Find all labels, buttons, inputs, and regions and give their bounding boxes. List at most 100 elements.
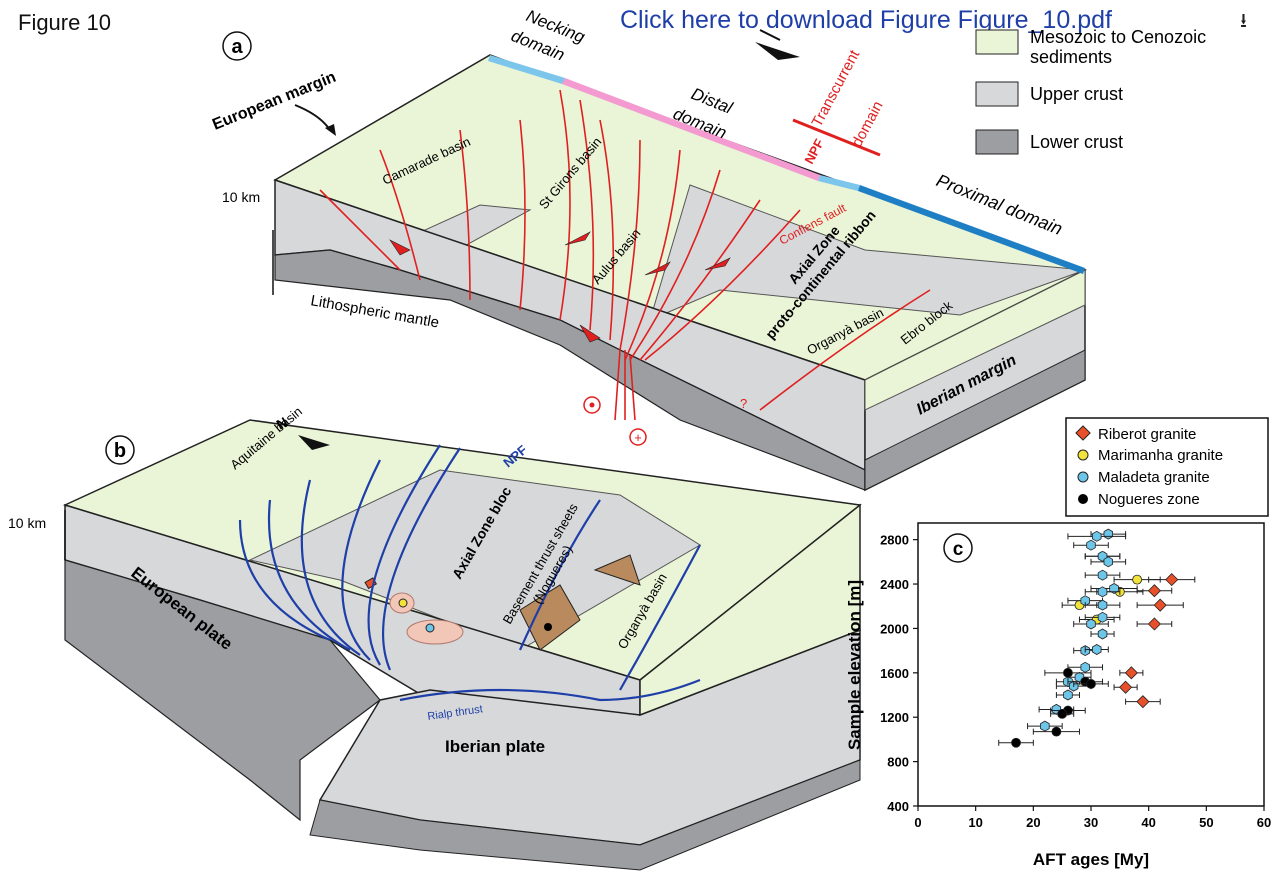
lithospheric-mantle-label: Lithospheric mantle: [309, 292, 440, 331]
legend-label-marimanha: Marimanha granite: [1098, 447, 1223, 464]
depth-label-b: 10 km: [8, 515, 46, 531]
data-point: [1165, 573, 1179, 587]
iberian-plate-label: Iberian plate: [445, 737, 545, 756]
depth-label-a: 10 km: [222, 189, 260, 205]
data-point: [1051, 726, 1062, 737]
y-tick-label: 2000: [880, 621, 909, 636]
distal-strip: [562, 78, 820, 181]
legend-swatch-lower-crust: [975, 129, 1019, 155]
panel-b-block: N b Aquitaine basin NPF Axial Zone bloc …: [8, 404, 862, 871]
data-point: [1097, 611, 1108, 623]
data-point: [1097, 586, 1108, 598]
legend-marker-marimanha: [1077, 449, 1089, 461]
marimanha-marker-b: [398, 598, 408, 608]
european-margin-arrowhead: [325, 124, 336, 136]
download-link[interactable]: Click here to download Figure Figure_10.…: [620, 6, 1112, 34]
panel-c-marker-circle: [943, 533, 973, 563]
legend-label-maladeta: Maladeta granite: [1098, 469, 1210, 486]
european-margin-label: European margin: [210, 69, 338, 134]
data-point: [1063, 667, 1073, 678]
data-point: [1011, 737, 1021, 748]
north-arrow-a-line: [759, 29, 781, 41]
chart-legend-box: [1065, 417, 1269, 517]
data-point: [1097, 628, 1108, 640]
panel-b-right-face: [639, 503, 861, 717]
transcurrent-label: Transcurrent: [809, 47, 864, 130]
panel-b-front-lower: [64, 559, 381, 822]
panel-a-arrows: [389, 231, 731, 343]
x-tick-label: 20: [1026, 815, 1040, 830]
x-tick-label: 40: [1141, 815, 1155, 830]
data-point: [1092, 644, 1102, 655]
panel-a-faults: [319, 89, 931, 421]
chart-y-axis-label: Sample elevation [m]: [845, 580, 864, 750]
data-point: [1063, 689, 1073, 701]
legend-marker-maladeta: [1077, 471, 1089, 483]
chart-points: [998, 528, 1196, 748]
chart-legend-items: Riberot granite Marimanha granite Malade…: [1075, 425, 1223, 508]
north-arrow-a: [755, 42, 800, 60]
nogueres-marker-b: [544, 623, 552, 631]
y-tick-label: 2400: [880, 577, 909, 592]
data-point: [1092, 530, 1102, 542]
npf-label-a: NPF: [801, 136, 826, 166]
legend-label-sediments-2: sediments: [1030, 47, 1112, 67]
data-point: [1147, 584, 1161, 598]
panel-b-thrusts: [238, 444, 701, 702]
into-plane-cross: +: [634, 430, 642, 445]
data-point: [1086, 539, 1096, 551]
legend-label-lower-crust: Lower crust: [1030, 132, 1123, 152]
legend-label-upper-crust: Upper crust: [1030, 84, 1123, 104]
data-point: [1103, 528, 1113, 540]
legend-swatch-upper-crust: [975, 81, 1019, 107]
chart-x-axis-label: AFT ages [My]: [1033, 850, 1149, 869]
panel-a-marker-circle: [222, 31, 252, 61]
data-point: [1119, 680, 1133, 694]
y-tick-label: 800: [887, 755, 909, 770]
into-plane-symbol: [629, 428, 647, 446]
data-point: [1040, 720, 1050, 732]
question-mark: ?: [740, 396, 747, 411]
top-legend: Mesozoic to Cenozoic sediments Upper cru…: [975, 27, 1206, 155]
proximal-strip: [858, 185, 1085, 274]
legend-label-nogueres: Nogueres zone: [1098, 491, 1200, 508]
y-tick-label: 400: [887, 799, 909, 814]
maladeta-marker-b: [425, 623, 435, 633]
necking-strip: [488, 55, 565, 84]
panel-b-marker-circle: [105, 435, 135, 465]
legend-label-sediments: Mesozoic to Cenozoic: [1030, 27, 1206, 47]
out-of-plane-dot: [589, 402, 595, 408]
legend-marker-riberot: [1075, 425, 1091, 441]
data-point: [1103, 556, 1113, 568]
download-icon[interactable]: ⭳: [1240, 10, 1247, 32]
panel-a-marker: a: [231, 36, 243, 58]
panel-b-iberian-lower: [309, 759, 861, 871]
panel-b-marker: b: [114, 440, 126, 462]
y-tick-label: 2800: [880, 533, 909, 548]
transcurrent-label-2: domain: [849, 98, 887, 149]
data-point: [1147, 617, 1161, 631]
panel-c: Riberot granite Marimanha granite Malade…: [845, 417, 1271, 869]
legend-marker-nogueres: [1078, 494, 1088, 504]
data-point: [1057, 708, 1068, 719]
nogueres-sheet-2: [593, 554, 641, 586]
granite-body-1: [406, 619, 464, 645]
x-tick-label: 60: [1257, 815, 1271, 830]
panel-c-marker: c: [953, 539, 964, 560]
chart-ticks: 0 10 20 30 40 50 60 400 800 1200 1600 2000 2400 2800: [880, 533, 1271, 830]
data-point: [1109, 583, 1119, 594]
panel-a-block: + a European margin Necking domain Dista…: [210, 6, 1087, 492]
data-point: [1124, 666, 1138, 680]
x-tick-label: 50: [1199, 815, 1213, 830]
y-tick-label: 1200: [880, 710, 909, 725]
legend-label-riberot: Riberot granite: [1098, 426, 1196, 443]
north-arrow-b: [298, 435, 330, 450]
x-tick-label: 0: [914, 815, 921, 830]
data-point: [1080, 661, 1090, 673]
european-margin-arrow: [294, 104, 331, 131]
data-point: [1086, 679, 1096, 689]
data-point: [1097, 569, 1108, 581]
figure-label: Figure 10: [18, 10, 111, 35]
data-point: [1153, 598, 1167, 612]
